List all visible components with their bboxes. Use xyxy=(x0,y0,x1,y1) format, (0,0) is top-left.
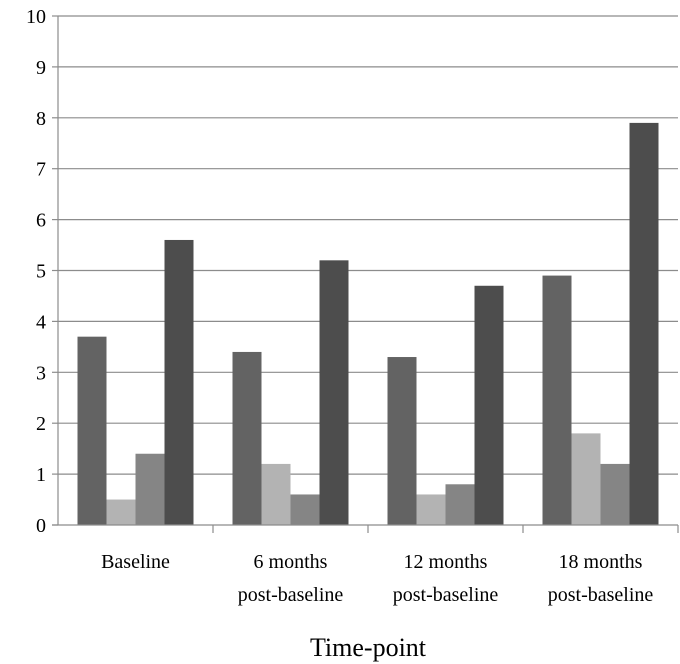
y-tick-label: 2 xyxy=(36,413,46,435)
y-tick-label: 4 xyxy=(36,311,46,333)
x-category-label: post-baseline xyxy=(393,584,499,606)
bar xyxy=(232,351,262,525)
bar xyxy=(319,260,349,525)
bars xyxy=(77,122,659,525)
x-axis-title: Time-point xyxy=(310,633,427,662)
bar xyxy=(445,484,475,525)
bar xyxy=(77,336,107,525)
bar xyxy=(629,122,659,525)
x-category-label: 18 months xyxy=(559,551,643,573)
bar xyxy=(106,499,136,525)
bar xyxy=(164,239,194,525)
bar xyxy=(600,463,630,525)
bar xyxy=(474,285,504,525)
bar xyxy=(542,275,572,525)
bar xyxy=(135,453,165,525)
y-tick-label: 0 xyxy=(36,515,46,537)
y-tick-label: 1 xyxy=(36,464,46,486)
y-tick-label: 7 xyxy=(36,159,46,181)
x-category-label: post-baseline xyxy=(548,584,654,606)
y-tick-label: 5 xyxy=(36,261,46,283)
gridlines xyxy=(58,15,678,475)
bar xyxy=(290,494,320,525)
x-category-label: Baseline xyxy=(101,551,170,573)
bar xyxy=(571,433,601,525)
y-axis-ticks: 0 1 2 3 4 5 6 7 8 9 10 xyxy=(26,6,58,537)
y-tick-label: 3 xyxy=(36,362,46,384)
x-category-label: 6 months xyxy=(254,551,328,573)
y-tick-label: 8 xyxy=(36,108,46,130)
x-category-label: post-baseline xyxy=(238,584,344,606)
x-category-label: 12 months xyxy=(404,551,488,573)
x-axis-labels: Baseline 6 months post-baseline 12 months po… xyxy=(101,551,653,606)
bar xyxy=(387,357,417,525)
y-tick-label: 9 xyxy=(36,57,46,79)
y-tick-label: 10 xyxy=(26,6,46,28)
bar xyxy=(416,494,446,525)
y-tick-label: 6 xyxy=(36,210,46,232)
bar xyxy=(261,463,291,525)
